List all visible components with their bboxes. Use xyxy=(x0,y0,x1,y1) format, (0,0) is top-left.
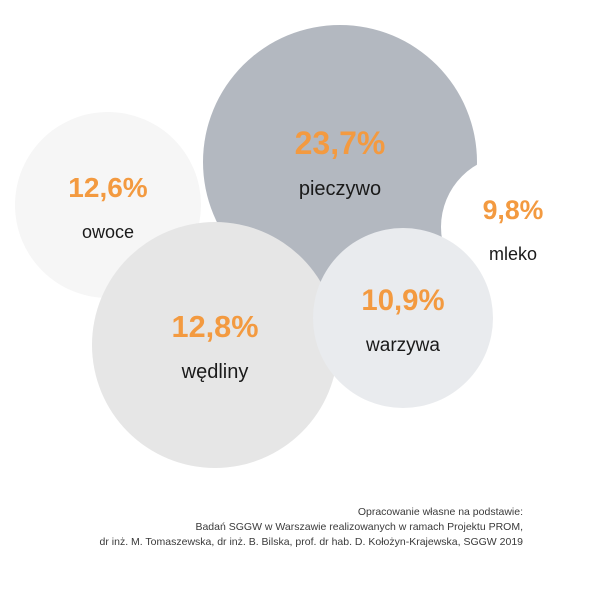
source-line-2: Badań SGGW w Warszawie realizowanych w r… xyxy=(195,521,523,533)
category-label-mleko: mleko xyxy=(489,244,537,264)
value-label-wedliny: 12,8% xyxy=(172,310,259,344)
bubble-wedliny xyxy=(92,222,338,468)
value-label-owoce: 12,6% xyxy=(68,172,147,203)
bubble-mleko xyxy=(441,155,585,299)
value-label-pieczywo: 23,7% xyxy=(295,125,386,161)
source-line-1: Opracowanie własne na podstawie: xyxy=(357,506,523,518)
category-label-warzywa: warzywa xyxy=(365,335,440,356)
category-label-wedliny: wędliny xyxy=(181,361,249,383)
category-label-owoce: owoce xyxy=(82,222,134,242)
source-line-3: dr inż. M. Tomaszewska, dr inż. B. Bilsk… xyxy=(99,536,523,548)
category-label-pieczywo: pieczywo xyxy=(299,178,381,200)
value-label-mleko: 9,8% xyxy=(483,195,544,225)
source-note: Opracowanie własne na podstawie: Badań S… xyxy=(3,505,523,550)
value-label-warzywa: 10,9% xyxy=(361,284,444,317)
bubble-warzywa xyxy=(313,228,493,408)
